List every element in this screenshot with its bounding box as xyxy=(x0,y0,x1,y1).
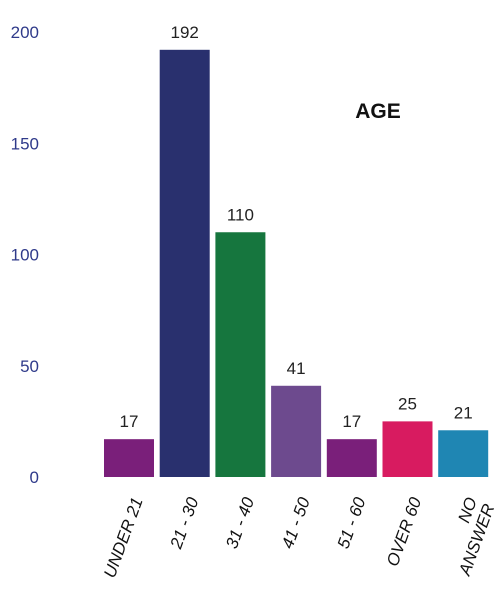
bars xyxy=(104,49,489,478)
bar xyxy=(159,49,210,478)
value-labels: 17 192 110 41 17 25 21 xyxy=(120,23,473,431)
x-tick-label: 31 - 40 xyxy=(222,494,258,551)
bar xyxy=(215,232,266,477)
bar-value-label: 21 xyxy=(454,403,473,422)
bar-value-label: 17 xyxy=(342,412,361,431)
bar xyxy=(382,421,433,477)
y-tick-label: 100 xyxy=(11,246,39,265)
y-tick-label: 200 xyxy=(11,23,39,42)
x-axis-labels: UNDER 21 21 - 30 31 - 40 41 - 50 51 - 60 OVER… xyxy=(100,494,498,580)
bar-value-label: 41 xyxy=(287,359,306,378)
bar xyxy=(438,430,489,477)
x-tick-label: 21 - 30 xyxy=(166,494,202,552)
y-tick-label: 50 xyxy=(20,357,39,376)
bar-value-label: 192 xyxy=(171,23,199,42)
y-tick-label: 0 xyxy=(30,468,39,487)
bar xyxy=(271,385,322,477)
bar xyxy=(326,439,377,477)
x-tick-label: OVER 60 xyxy=(383,494,426,568)
chart-title: AGE xyxy=(355,100,401,123)
x-tick-label: UNDER 21 xyxy=(100,495,147,581)
bar-value-label: 25 xyxy=(398,394,417,413)
bar-value-label: 110 xyxy=(227,205,254,224)
y-axis: 0 50 100 150 200 xyxy=(11,23,39,487)
bar xyxy=(104,439,154,477)
x-tick-label: NOANSWER xyxy=(437,495,498,579)
y-tick-label: 150 xyxy=(11,134,39,153)
bar-value-label: 17 xyxy=(120,412,139,431)
x-tick-label: 51 - 60 xyxy=(334,494,370,551)
x-tick-label: 41 - 50 xyxy=(278,494,314,551)
